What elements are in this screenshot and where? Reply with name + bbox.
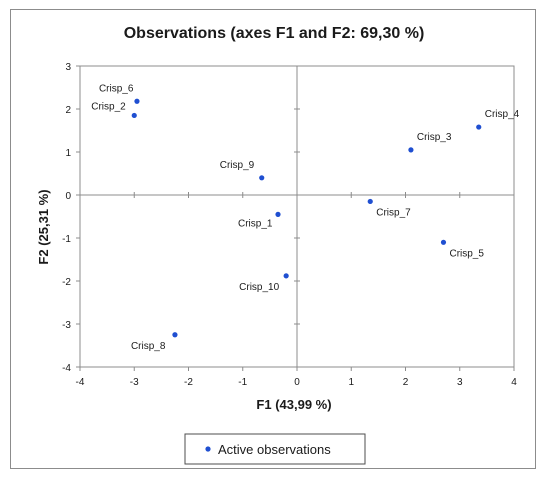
legend-marker — [205, 446, 211, 452]
point-label: Crisp_10 — [239, 282, 279, 293]
x-axis-label: F1 (43,99 %) — [256, 397, 331, 412]
y-tick-label: 0 — [65, 191, 71, 202]
y-tick-label: -3 — [62, 320, 71, 331]
point-label: Crisp_5 — [449, 248, 484, 259]
x-tick-label: -3 — [130, 377, 139, 388]
legend: Active observations — [184, 433, 366, 465]
data-point — [440, 239, 447, 245]
x-tick-label: 1 — [348, 377, 354, 388]
data-point — [408, 147, 414, 153]
data-point — [283, 273, 289, 279]
axes — [80, 66, 514, 367]
scatter-chart: Observations (axes F1 and F2: 69,30 %) -… — [36, 25, 520, 465]
chart-frame: Observations (axes F1 and F2: 69,30 %) -… — [10, 9, 536, 469]
x-tick-label: 4 — [511, 377, 517, 388]
point-label: Crisp_9 — [220, 160, 255, 171]
point-label: Crisp_8 — [131, 341, 166, 352]
data-point — [476, 124, 482, 130]
y-tick-label: 3 — [65, 62, 71, 73]
x-tick-label: 3 — [457, 377, 463, 388]
x-tick-label: 0 — [294, 377, 300, 388]
point-label: Crisp_6 — [99, 83, 134, 94]
y-axis-label: F2 (25,31 %) — [36, 189, 51, 264]
point-label: Crisp_2 — [91, 101, 126, 112]
point-label: Crisp_7 — [376, 207, 411, 218]
y-tick-label: -2 — [62, 277, 71, 288]
x-tick-label: -1 — [238, 377, 247, 388]
x-tick-label: -2 — [184, 377, 193, 388]
y-tick-label: 2 — [65, 105, 71, 116]
data-point — [275, 211, 281, 217]
legend-label: Active observations — [218, 442, 331, 457]
point-labels: Crisp_6 Crisp_2 Crisp_9 Crisp_1 Crisp_10 Cris… — [91, 83, 519, 351]
x-tick-label: 2 — [403, 377, 409, 388]
data-points — [131, 98, 482, 338]
point-label: Crisp_1 — [238, 218, 273, 229]
y-tick-label: -1 — [62, 234, 71, 245]
chart-title: Observations (axes F1 and F2: 69,30 %) — [124, 25, 425, 42]
plot-area: -4 -3 -2 -1 0 1 2 3 4 -4 -3 -2 -1 0 1 2 3 Crisp_6 Crisp_2… — [62, 62, 520, 388]
y-tick-label: 1 — [65, 148, 71, 159]
y-tick-label: -4 — [62, 363, 71, 374]
data-point — [131, 112, 137, 119]
point-label: Crisp_3 — [417, 132, 452, 143]
tick-labels: -4 -3 -2 -1 0 1 2 3 4 -4 -3 -2 -1 0 1 2 3 — [62, 62, 517, 388]
data-point — [367, 198, 373, 205]
data-point — [259, 175, 265, 181]
x-tick-label: -4 — [76, 377, 85, 388]
legend-box — [184, 433, 366, 465]
data-point — [134, 98, 140, 104]
point-label: Crisp_4 — [485, 109, 520, 120]
data-point — [172, 332, 178, 338]
